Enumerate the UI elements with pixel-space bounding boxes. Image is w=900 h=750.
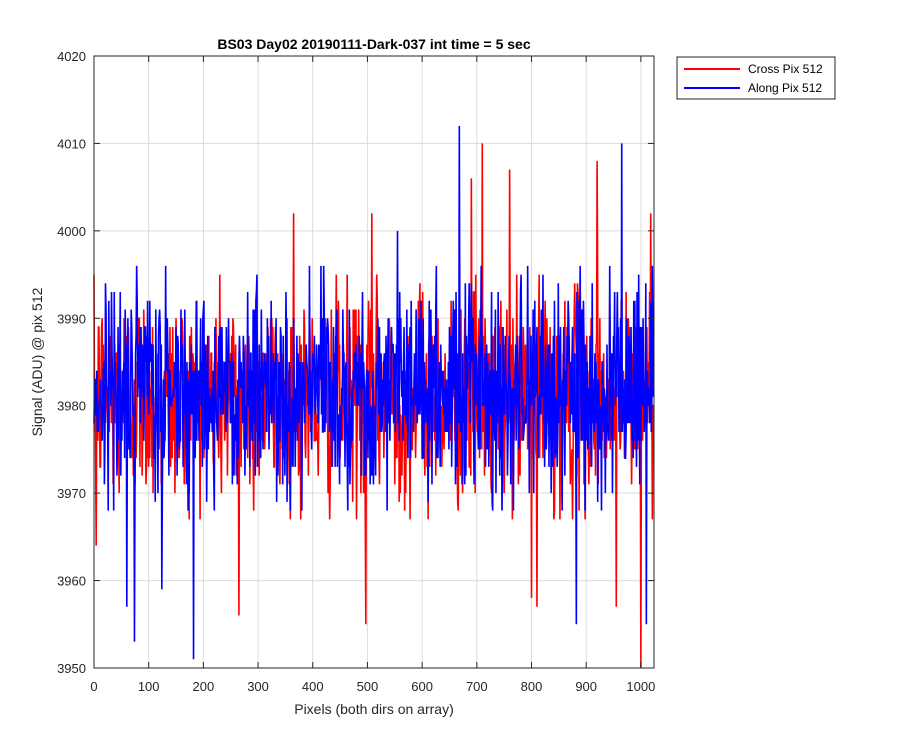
x-tick-label: 500 <box>357 679 379 694</box>
x-tick-label: 600 <box>411 679 433 694</box>
y-tick-label: 3960 <box>57 574 86 589</box>
y-tick-label: 3990 <box>57 311 86 326</box>
x-tick-labels: 0 100 200 300 400 500 600 700 800 900 1000 <box>90 679 655 694</box>
y-axis-label: Signal (ADU) @ pix 512 <box>29 287 45 436</box>
legend-label-along-pix: Along Pix 512 <box>748 81 822 95</box>
series-layer <box>93 125 655 669</box>
legend-box <box>676 56 836 100</box>
plot-area-border <box>93 55 655 669</box>
x-tick-label: 100 <box>138 679 160 694</box>
x-tick-label: 800 <box>521 679 543 694</box>
x-tick-label: 400 <box>302 679 324 694</box>
x-tick-label: 0 <box>90 679 97 694</box>
x-tick-label: 900 <box>575 679 597 694</box>
y-tick-label: 4020 <box>57 49 86 64</box>
series-line-along-pix <box>93 125 655 660</box>
x-tick-label: 300 <box>247 679 269 694</box>
x-axis-label: Pixels (both dirs on array) <box>294 701 454 717</box>
y-tick-label: 3970 <box>57 486 86 501</box>
y-tick-labels: 3950 3960 3970 3980 3990 4000 4010 4020 <box>57 49 86 676</box>
chart-title: BS03 Day02 20190111-Dark-037 int time = … <box>217 36 530 52</box>
ticks-layer <box>93 55 654 669</box>
y-tick-label: 3950 <box>57 661 86 676</box>
x-tick-label: 700 <box>466 679 488 694</box>
x-tick-label: 1000 <box>626 679 655 694</box>
y-tick-label: 3980 <box>57 399 86 414</box>
y-tick-label: 4000 <box>57 224 86 239</box>
x-tick-label: 200 <box>193 679 215 694</box>
legend-label-cross-pix: Cross Pix 512 <box>748 62 823 76</box>
legend: Cross Pix 512 Along Pix 512 <box>676 56 836 100</box>
y-tick-label: 4010 <box>57 136 86 151</box>
